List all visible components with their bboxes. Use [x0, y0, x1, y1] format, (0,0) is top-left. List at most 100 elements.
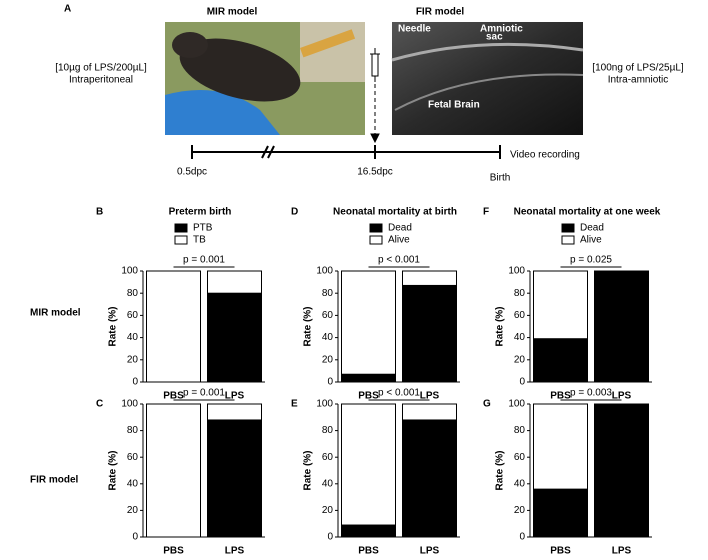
timeline-label: 16.5dpc	[357, 167, 393, 178]
y-axis-label: Rate (%)	[108, 306, 119, 346]
bar-segment	[207, 419, 262, 538]
y-tick-label: 60	[127, 310, 139, 321]
y-tick-label: 100	[121, 399, 138, 410]
y-tick-label: 0	[327, 532, 333, 543]
fir-title: FIR model	[416, 7, 465, 18]
image-label: Amniotic	[480, 24, 523, 35]
timeline	[191, 145, 501, 159]
bar-segment	[402, 419, 457, 538]
legend-swatch	[174, 223, 188, 233]
mouse-photo	[165, 22, 365, 135]
bar-segment	[341, 524, 396, 538]
fir-dose: [100ng of LPS/25µL]	[592, 63, 684, 74]
x-tick-label: LPS	[612, 546, 632, 557]
legend-label: PTB	[193, 223, 213, 234]
p-value: p = 0.025	[570, 255, 612, 266]
bar-segment	[533, 270, 588, 340]
x-tick-label: PBS	[358, 391, 379, 402]
y-tick-label: 0	[327, 377, 333, 388]
x-tick-label: LPS	[225, 391, 245, 402]
y-tick-label: 100	[508, 399, 525, 410]
image-label: Fetal Brain	[428, 100, 480, 111]
mir-dose: [10µg of LPS/200µL]	[55, 63, 147, 74]
p-value: p = 0.003	[570, 388, 612, 399]
panel-letter: D	[291, 207, 298, 218]
row-label: FIR model	[30, 475, 79, 486]
y-tick-label: 60	[514, 452, 526, 463]
timeline-label: Birth	[490, 173, 511, 184]
y-tick-label: 100	[316, 266, 333, 277]
y-tick-label: 0	[132, 532, 138, 543]
legend-label: Dead	[388, 223, 412, 234]
x-tick-label: PBS	[163, 391, 184, 402]
y-tick-label: 40	[514, 332, 526, 343]
y-axis-label: Rate (%)	[495, 450, 506, 490]
timeline-label: 0.5dpc	[177, 167, 207, 178]
bar-segment	[533, 403, 588, 490]
y-tick-label: 0	[519, 377, 525, 388]
y-axis-label: Rate (%)	[303, 306, 314, 346]
y-tick-label: 40	[322, 332, 334, 343]
y-tick-label: 80	[514, 425, 526, 436]
x-tick-label: LPS	[420, 391, 440, 402]
ultrasound-image: Needle Amniotic sac Fetal Brain	[391, 22, 584, 135]
x-tick-label: LPS	[420, 546, 440, 557]
image-label: Needle	[398, 24, 431, 35]
y-tick-label: 60	[127, 452, 139, 463]
bar-segment	[341, 270, 396, 375]
row-label: MIR model	[30, 308, 81, 319]
panel-letter: E	[291, 399, 298, 410]
image-label: sac	[486, 32, 503, 43]
legend-label: TB	[193, 235, 206, 246]
y-tick-label: 40	[322, 478, 334, 489]
legend-swatch	[369, 223, 383, 233]
y-axis-label: Rate (%)	[495, 306, 506, 346]
y-tick-label: 0	[132, 377, 138, 388]
bar-segment	[207, 270, 262, 294]
p-value: p < 0.001	[378, 255, 420, 266]
panel-letter: C	[96, 399, 103, 410]
bar-segment	[146, 270, 201, 383]
y-tick-label: 20	[322, 354, 334, 365]
y-tick-label: 100	[316, 399, 333, 410]
bar-segment	[341, 373, 396, 383]
x-tick-label: PBS	[358, 546, 379, 557]
panel-letter: B	[96, 207, 103, 218]
y-tick-label: 60	[322, 452, 334, 463]
syringe-icon	[370, 48, 380, 144]
p-value: p = 0.001	[183, 255, 225, 266]
bar-segment	[341, 403, 396, 526]
legend-label: Alive	[388, 235, 410, 246]
bar-segment	[207, 292, 262, 383]
y-tick-label: 80	[127, 288, 139, 299]
y-tick-label: 40	[514, 478, 526, 489]
y-tick-label: 60	[322, 310, 334, 321]
fir-route: Intra-amniotic	[608, 75, 669, 86]
bar-segment	[533, 338, 588, 383]
x-tick-label: LPS	[612, 391, 632, 402]
chart-title: Preterm birth	[169, 207, 232, 218]
mir-route: Intraperitoneal	[69, 75, 133, 86]
y-tick-label: 40	[127, 478, 139, 489]
y-tick-label: 0	[519, 532, 525, 543]
y-axis-label: Rate (%)	[108, 450, 119, 490]
panel-letter: F	[483, 207, 489, 218]
bar-segment	[207, 403, 262, 421]
y-tick-label: 60	[514, 310, 526, 321]
legend-label: Alive	[580, 235, 602, 246]
x-tick-label: PBS	[550, 391, 571, 402]
bar-segment	[402, 284, 457, 383]
y-tick-label: 20	[514, 505, 526, 516]
y-tick-label: 100	[121, 266, 138, 277]
panel-letter: A	[64, 4, 71, 15]
legend-swatch	[561, 235, 575, 245]
x-tick-label: PBS	[550, 546, 571, 557]
y-tick-label: 80	[322, 425, 334, 436]
y-tick-label: 20	[514, 354, 526, 365]
legend-swatch	[561, 223, 575, 233]
bar-segment	[402, 403, 457, 421]
y-tick-label: 20	[127, 354, 139, 365]
panel-letter: G	[483, 399, 491, 410]
p-value: p = 0.001	[183, 388, 225, 399]
